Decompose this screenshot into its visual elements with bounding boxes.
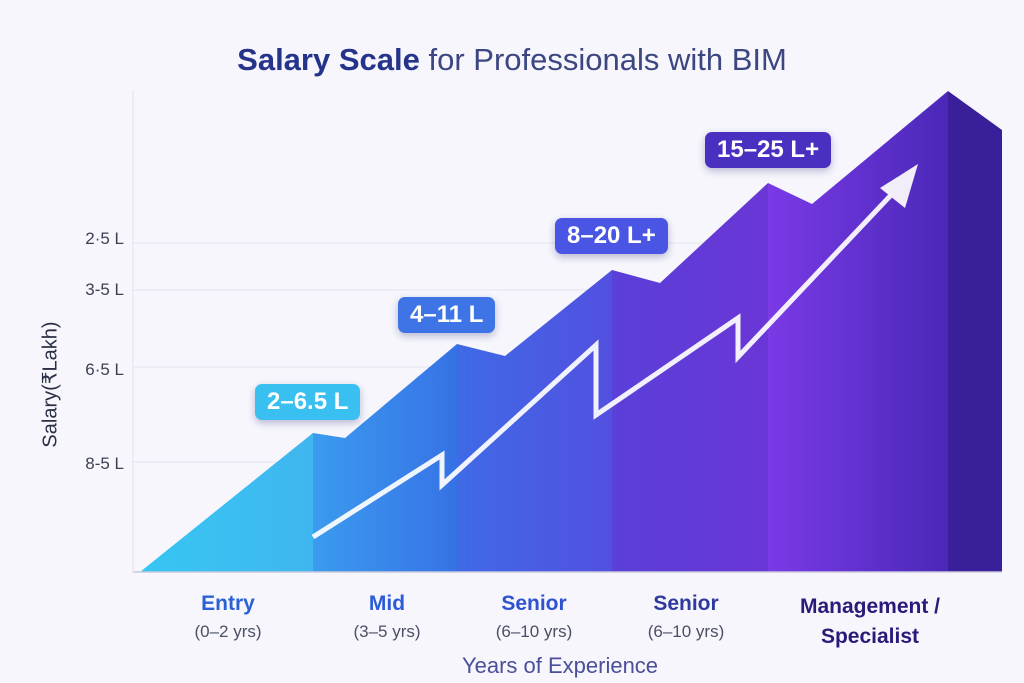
chart-title: Salary Scale for Professionals with BIM [237,42,787,77]
x-category-entry: Entry (0–2 yrs) [194,592,262,641]
x-category-senior-1: Senior (6–10 yrs) [495,592,573,641]
area-segment-entry [140,433,313,572]
x-axis-label: Years of Experience [461,653,659,678]
x-category-senior-2: Senior (6–10 yrs) [647,592,725,641]
y-axis-label: Salary(₹Lakh) [39,321,62,448]
data-label-mid: 4–11 L [398,297,496,333]
growth-arrow-icon [311,164,918,540]
y-tick-label: 2·5 L [85,229,124,248]
data-label-entry: 2–6.5 L [255,384,361,420]
data-label-senior-1: 8–20 L+ [555,218,668,254]
y-tick-label: 8-5 L [85,454,124,473]
area-segment-senior-1 [457,270,612,572]
x-category-management: Management / Specialist [799,595,941,648]
area-segment-management [768,91,948,572]
area-segment-side [948,91,1002,572]
area-segment-senior-2 [612,183,768,572]
x-category-mid: Mid (3–5 yrs) [353,592,421,641]
y-tick-label: 3-5 L [85,280,124,299]
data-label-senior-2: 15–25 L+ [705,132,832,168]
y-tick-label: 6·5 L [85,360,124,379]
